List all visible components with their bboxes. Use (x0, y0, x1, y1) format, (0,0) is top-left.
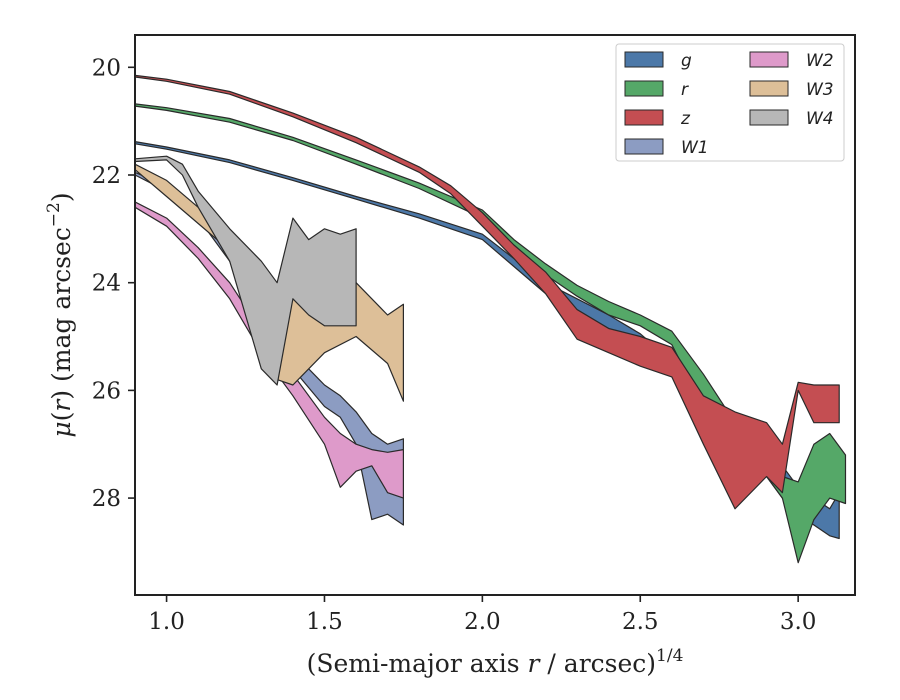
legend-frame (615, 43, 845, 162)
y-axis-title: μ(r) (mag arcsec−2) (44, 192, 76, 437)
x-tick-label: 1.0 (148, 609, 185, 635)
legend-swatch-r (624, 80, 664, 97)
legend-swatch-g (624, 51, 664, 68)
legend-label-w3: W3 (806, 80, 834, 100)
series-layer (135, 74, 847, 564)
band-z (135, 74, 840, 510)
y-tick-label: 26 (92, 378, 121, 404)
y-tick-label: 20 (92, 55, 121, 81)
band-w4 (135, 155, 357, 386)
plot-frame (134, 34, 856, 596)
y-tick-label: 28 (92, 486, 121, 512)
y-tick-label: 22 (92, 163, 121, 189)
legend-label-r: r (681, 80, 689, 100)
y-tick-label: 24 (92, 271, 121, 297)
legend: grz W1 W2 W3 W4 (615, 43, 845, 162)
legend-swatch-w3 (749, 80, 789, 97)
ticks-layer: 1.0 1.5 2.0 2.5 3.0 20 22 24 26 28 (92, 55, 817, 635)
x-tick-label: 1.5 (306, 609, 343, 635)
legend-label-g: g (681, 51, 692, 71)
legend-label-w2: W2 (806, 51, 834, 71)
x-tick-label: 2.0 (464, 609, 501, 635)
x-tick-label: 3.0 (780, 609, 817, 635)
legend-swatch-w4 (749, 109, 789, 126)
legend-swatch-z (624, 109, 664, 126)
legend-label-z: z (680, 109, 691, 129)
legend-swatch-w2 (749, 51, 789, 68)
legend-swatch-w1 (624, 138, 664, 155)
legend-label-w1: W1 (681, 138, 709, 158)
x-tick-label: 2.5 (622, 609, 659, 635)
x-axis-title: (Semi-major axis r / arcsec)1/4 (307, 646, 684, 678)
legend-label-w4: W4 (806, 109, 834, 129)
